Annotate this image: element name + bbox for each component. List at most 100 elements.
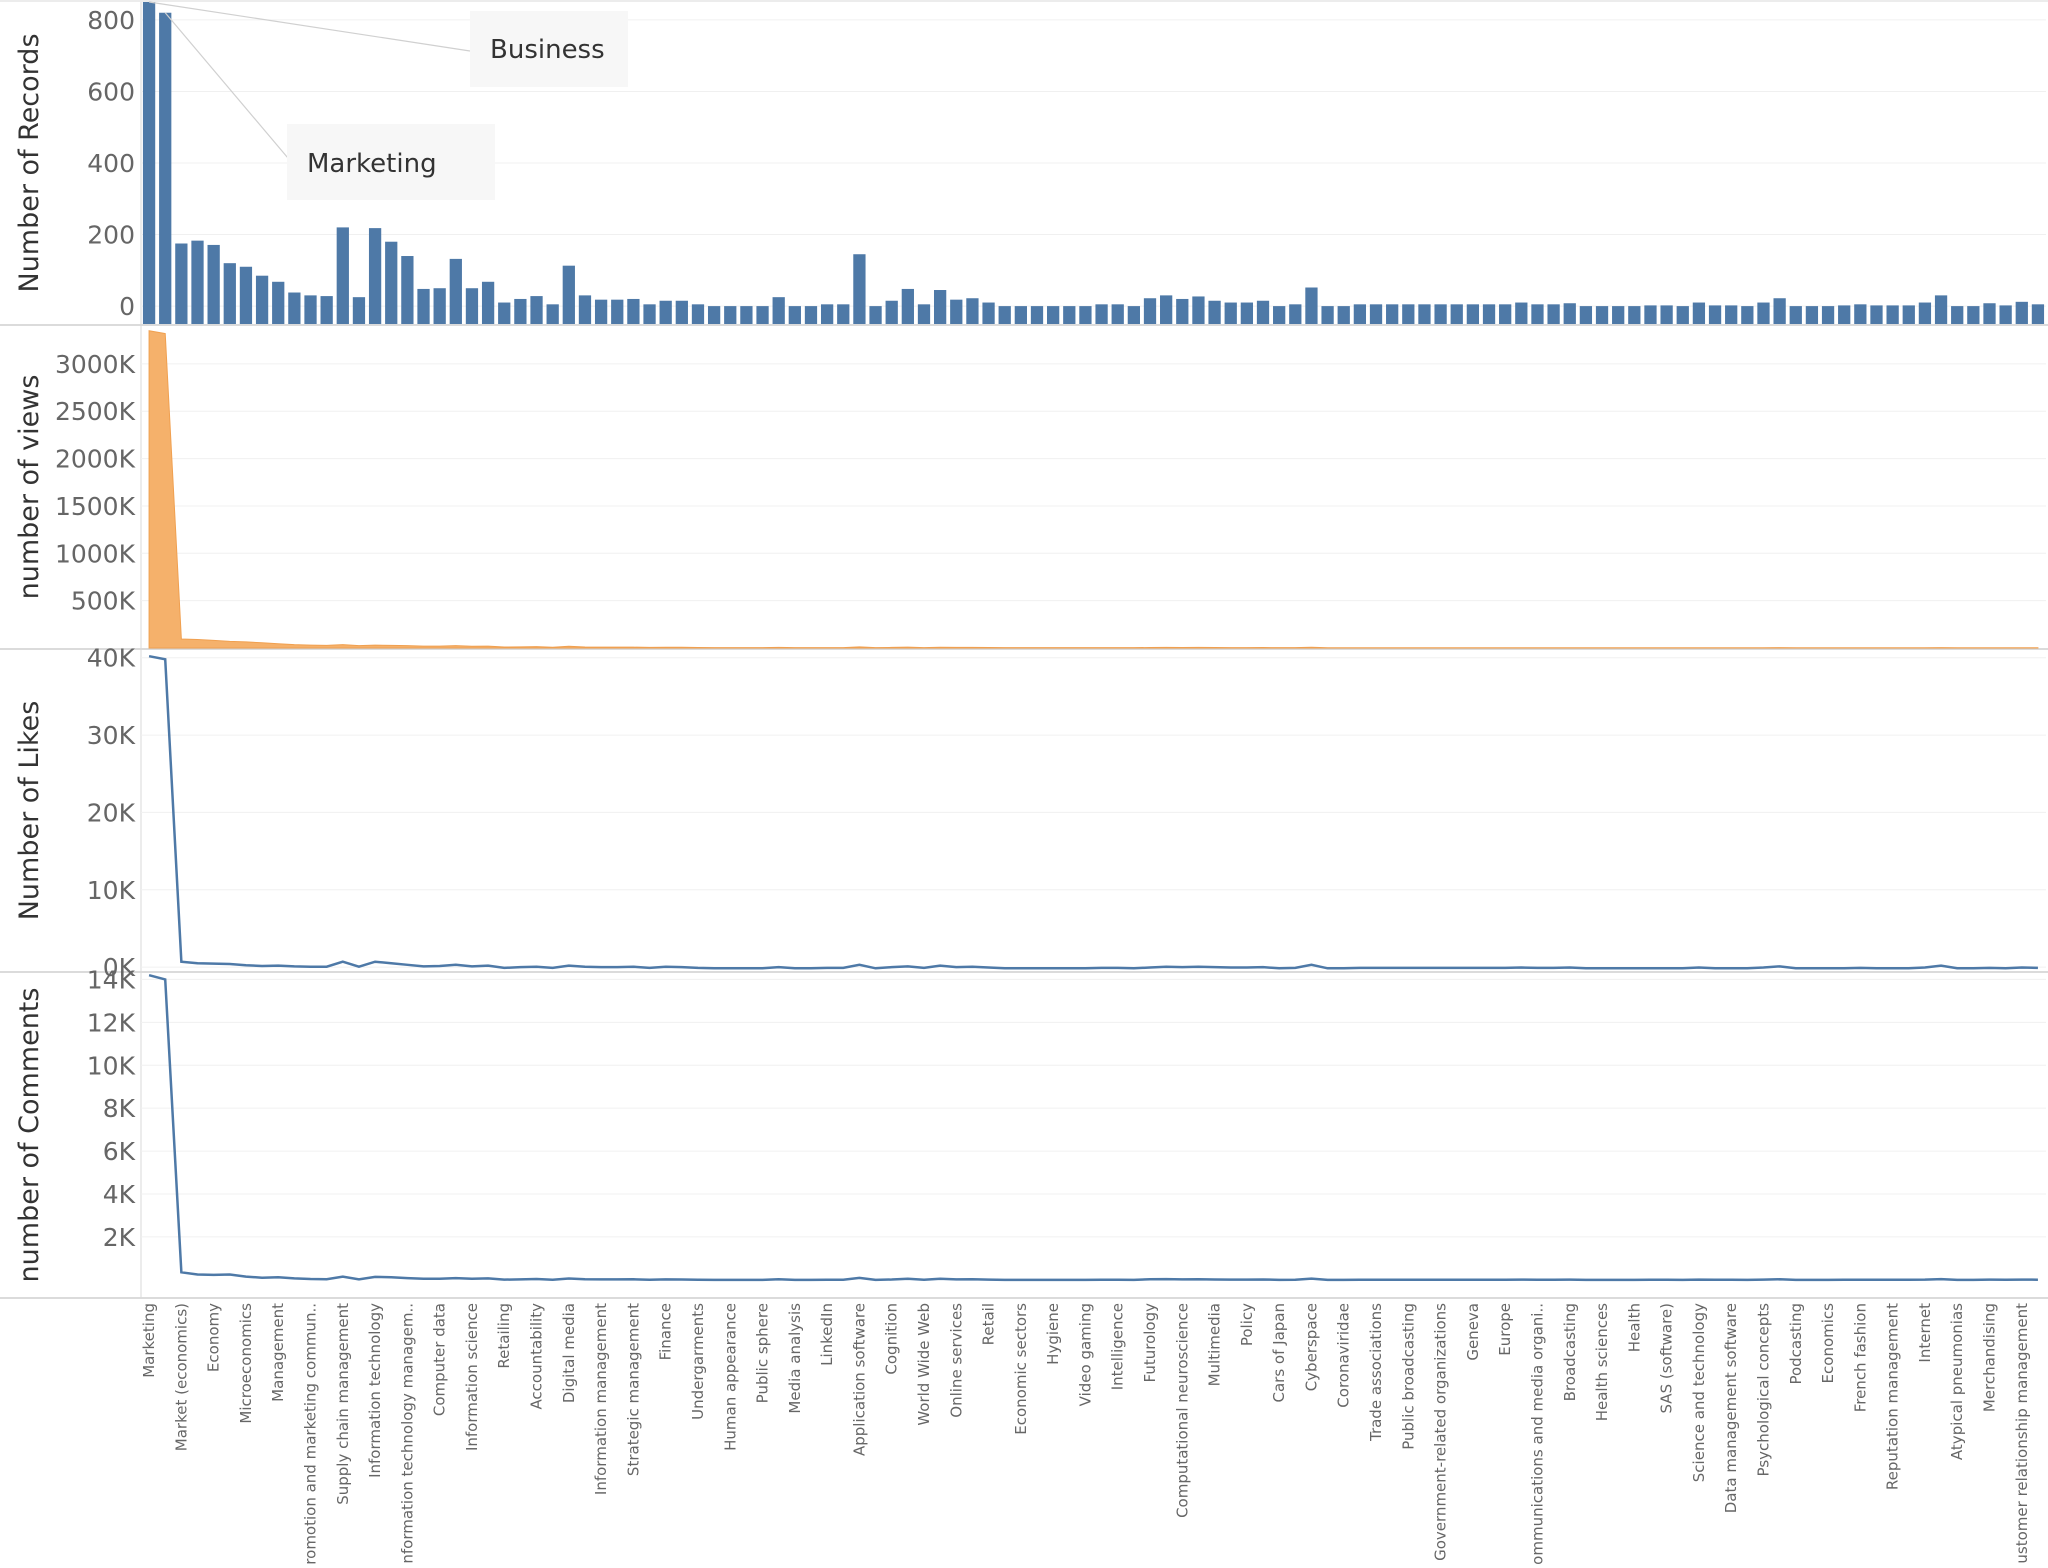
bar[interactable] bbox=[239, 266, 253, 324]
bar[interactable] bbox=[1305, 287, 1318, 324]
bar[interactable] bbox=[1773, 298, 1786, 324]
bar[interactable] bbox=[514, 298, 527, 324]
bar[interactable] bbox=[1014, 306, 1027, 324]
bar[interactable] bbox=[142, 2, 156, 324]
bar[interactable] bbox=[772, 297, 785, 324]
bar[interactable] bbox=[611, 299, 624, 324]
bar[interactable] bbox=[1708, 305, 1722, 324]
line-series[interactable] bbox=[148, 654, 2038, 970]
bar[interactable] bbox=[1176, 298, 1189, 324]
bar[interactable] bbox=[804, 306, 818, 324]
bar[interactable] bbox=[336, 227, 349, 324]
bar[interactable] bbox=[417, 288, 430, 324]
bar[interactable] bbox=[1450, 304, 1463, 324]
bar[interactable] bbox=[707, 306, 721, 324]
line-series[interactable] bbox=[148, 973, 2038, 1282]
bar[interactable] bbox=[643, 304, 656, 324]
bar[interactable] bbox=[820, 304, 834, 324]
bar[interactable] bbox=[159, 12, 172, 324]
bar[interactable] bbox=[1079, 306, 1092, 324]
bar[interactable] bbox=[1999, 305, 2012, 324]
bar[interactable] bbox=[1095, 304, 1108, 324]
bar[interactable] bbox=[1208, 300, 1221, 324]
bar[interactable] bbox=[950, 299, 963, 324]
bar[interactable] bbox=[2015, 301, 2028, 324]
bar[interactable] bbox=[933, 290, 947, 324]
bar[interactable] bbox=[1692, 302, 1706, 324]
bar[interactable] bbox=[1353, 304, 1367, 324]
bar[interactable] bbox=[2031, 304, 2045, 324]
bar[interactable] bbox=[465, 288, 479, 324]
bar[interactable] bbox=[1434, 304, 1447, 324]
bar[interactable] bbox=[255, 275, 269, 324]
bar[interactable] bbox=[1951, 306, 1964, 324]
bar[interactable] bbox=[530, 296, 543, 324]
bar[interactable] bbox=[1725, 305, 1738, 324]
bar[interactable] bbox=[1967, 306, 1980, 324]
bar[interactable] bbox=[1289, 304, 1302, 324]
bar[interactable] bbox=[1273, 306, 1286, 324]
bar[interactable] bbox=[1111, 304, 1124, 324]
bar[interactable] bbox=[368, 228, 382, 324]
bar[interactable] bbox=[724, 306, 737, 324]
bar[interactable] bbox=[1789, 306, 1802, 324]
bar[interactable] bbox=[562, 265, 575, 324]
bar[interactable] bbox=[1983, 303, 1996, 324]
bar[interactable] bbox=[998, 306, 1011, 324]
bar[interactable] bbox=[288, 292, 301, 324]
bar[interactable] bbox=[1030, 306, 1044, 324]
bar[interactable] bbox=[449, 258, 462, 324]
bar[interactable] bbox=[1660, 305, 1673, 324]
bar[interactable] bbox=[966, 298, 979, 324]
bar[interactable] bbox=[594, 299, 608, 324]
bar[interactable] bbox=[433, 288, 446, 324]
bar[interactable] bbox=[1579, 306, 1593, 324]
bar[interactable] bbox=[982, 302, 995, 324]
bar[interactable] bbox=[788, 306, 801, 324]
bar[interactable] bbox=[691, 304, 705, 324]
bar[interactable] bbox=[740, 306, 753, 324]
bar[interactable] bbox=[901, 288, 914, 324]
bar[interactable] bbox=[1240, 302, 1254, 324]
bar[interactable] bbox=[1466, 304, 1480, 324]
bar[interactable] bbox=[1127, 306, 1140, 324]
bar[interactable] bbox=[578, 295, 592, 324]
bar[interactable] bbox=[1256, 300, 1270, 324]
bar[interactable] bbox=[917, 304, 931, 324]
bar[interactable] bbox=[1612, 306, 1625, 324]
bar[interactable] bbox=[1644, 305, 1657, 324]
bar[interactable] bbox=[1160, 295, 1173, 324]
bar[interactable] bbox=[1337, 306, 1350, 324]
bar[interactable] bbox=[885, 300, 898, 324]
bar[interactable] bbox=[175, 243, 188, 325]
bar[interactable] bbox=[401, 256, 414, 324]
bar[interactable] bbox=[659, 300, 672, 324]
bar[interactable] bbox=[1192, 296, 1205, 324]
bar[interactable] bbox=[1515, 302, 1528, 324]
bar[interactable] bbox=[1531, 304, 1544, 324]
bar[interactable] bbox=[546, 304, 559, 324]
bar[interactable] bbox=[304, 295, 317, 324]
bar[interactable] bbox=[1321, 306, 1334, 324]
bar[interactable] bbox=[1063, 306, 1076, 324]
bar[interactable] bbox=[352, 297, 366, 324]
bar[interactable] bbox=[675, 300, 688, 324]
bar[interactable] bbox=[1418, 304, 1431, 324]
bar[interactable] bbox=[1143, 298, 1157, 324]
bar[interactable] bbox=[1676, 306, 1689, 324]
bar[interactable] bbox=[1902, 305, 1915, 324]
bar[interactable] bbox=[207, 244, 220, 324]
bar[interactable] bbox=[1595, 306, 1609, 324]
bar[interactable] bbox=[1757, 302, 1770, 324]
bar[interactable] bbox=[1547, 304, 1560, 324]
bar[interactable] bbox=[385, 241, 398, 324]
bar[interactable] bbox=[837, 304, 850, 324]
bar[interactable] bbox=[1499, 304, 1512, 324]
bar[interactable] bbox=[627, 298, 640, 324]
bar[interactable] bbox=[1918, 302, 1932, 324]
area-series[interactable] bbox=[148, 330, 2039, 649]
bar[interactable] bbox=[191, 240, 204, 324]
bar[interactable] bbox=[1386, 304, 1399, 324]
bar[interactable] bbox=[1854, 304, 1867, 324]
bar[interactable] bbox=[1047, 306, 1060, 324]
